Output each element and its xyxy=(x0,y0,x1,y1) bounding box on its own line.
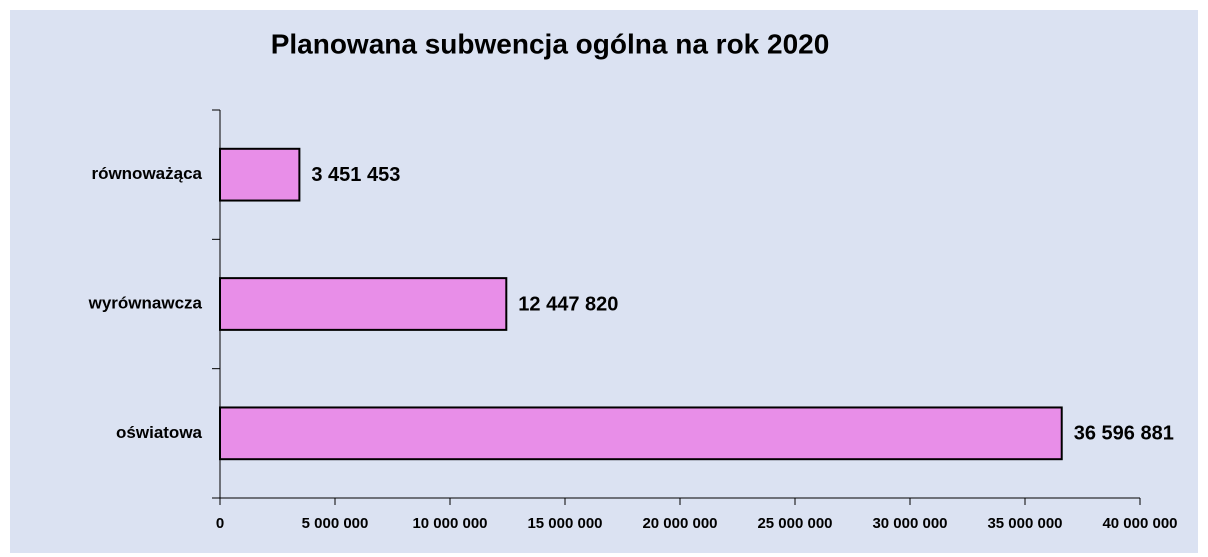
x-tick-label: 25 000 000 xyxy=(757,515,832,532)
data-label: 36 596 881 xyxy=(1074,423,1174,445)
data-label: 3 451 453 xyxy=(311,164,400,186)
x-tick-label: 35 000 000 xyxy=(987,515,1062,532)
x-tick-label: 20 000 000 xyxy=(642,515,717,532)
bar xyxy=(219,147,301,202)
x-tick-label: 0 xyxy=(216,515,224,532)
x-tick-label: 10 000 000 xyxy=(412,515,487,532)
data-label: 12 447 820 xyxy=(518,293,618,315)
y-tick-label: oświatowa xyxy=(116,423,203,442)
chart-title: Planowana subwencja ogólna na rok 2020 xyxy=(271,28,830,59)
x-tick-label: 30 000 000 xyxy=(872,515,947,532)
bar xyxy=(219,277,508,331)
x-tick-label: 15 000 000 xyxy=(527,515,602,532)
y-tick-label: równoważąca xyxy=(91,164,202,183)
bar xyxy=(219,406,1063,461)
chart-background xyxy=(10,10,1198,553)
x-tick-label: 5 000 000 xyxy=(302,515,369,532)
y-tick-label: wyrównawcza xyxy=(88,293,203,312)
x-tick-label: 40 000 000 xyxy=(1102,515,1177,532)
